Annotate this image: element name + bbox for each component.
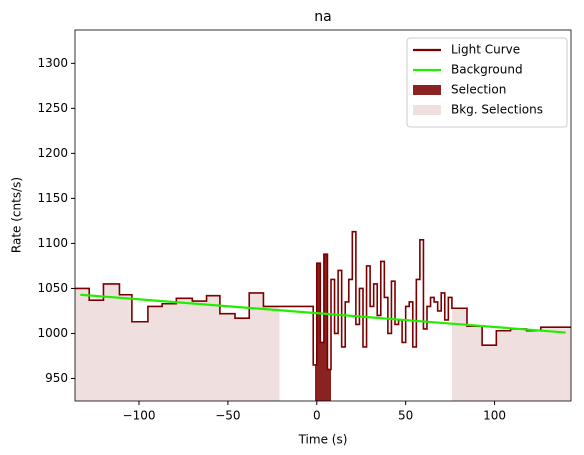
legend-label: Selection — [451, 83, 506, 97]
plot-frame — [74, 29, 572, 402]
bkg-selection — [451, 308, 571, 401]
y-tick-label: 1000 — [37, 326, 68, 340]
x-axis-label: Time (s) — [298, 433, 348, 447]
y-tick-label: 950 — [45, 371, 68, 385]
y-tick-label: 1100 — [37, 236, 68, 250]
x-tick-label: −50 — [215, 409, 240, 423]
background-line — [80, 293, 566, 334]
y-tick-label: 1300 — [37, 56, 68, 70]
legend-label: Light Curve — [451, 43, 520, 57]
y-tick-label: 1150 — [37, 191, 68, 205]
light-curve — [75, 230, 571, 371]
legend-label: Bkg. Selections — [451, 103, 543, 117]
legend-label: Background — [451, 63, 523, 77]
x-tick-label: 100 — [483, 409, 506, 423]
legend-box — [406, 37, 568, 128]
x-tick-label: −100 — [123, 409, 156, 423]
y-tick-label: 1250 — [37, 101, 68, 115]
x-tick-label: 0 — [313, 409, 321, 423]
chart-title: na — [314, 9, 331, 25]
x-tick-label: 50 — [398, 409, 413, 423]
y-tick-label: 1200 — [37, 146, 68, 160]
legend-swatch — [413, 105, 441, 115]
bkg-selection — [75, 283, 280, 401]
legend-swatch — [413, 85, 441, 95]
y-tick-label: 1050 — [37, 281, 68, 295]
y-axis-label: Rate (cnts/s) — [10, 177, 24, 253]
